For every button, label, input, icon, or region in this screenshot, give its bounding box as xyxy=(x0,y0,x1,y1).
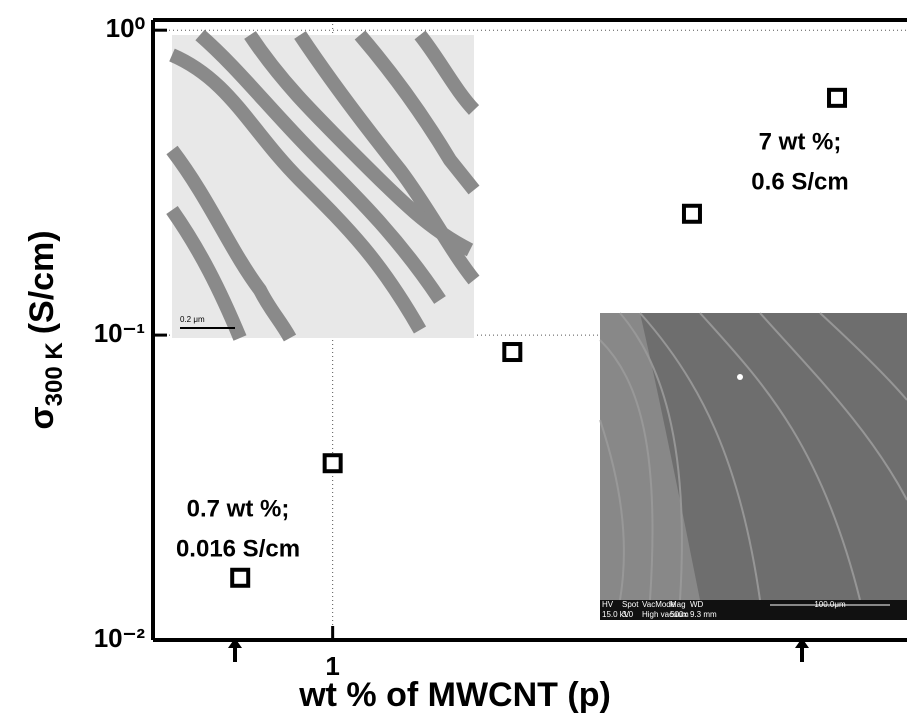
y-axis-label-unit: (S/cm) xyxy=(23,230,61,334)
x-tick-label: 1 xyxy=(325,651,339,681)
inset-scale-label: 0.2 μm xyxy=(180,315,205,324)
data-point xyxy=(827,87,848,108)
y-tick-label: 10⁻¹ xyxy=(94,318,145,348)
tem-inset: 0.2 μm xyxy=(166,29,480,342)
data-point xyxy=(322,453,343,474)
x-axis-label: wt % of MWCNT (p) xyxy=(298,676,611,714)
arrow xyxy=(228,638,242,662)
annotation: 7 wt %; xyxy=(759,128,842,155)
data-point xyxy=(681,203,702,224)
arrow xyxy=(795,638,809,662)
annotation: 0.6 S/cm xyxy=(751,168,848,195)
inset-info: 15.0 kV xyxy=(602,610,630,619)
inset-info: VacMode xyxy=(642,600,676,609)
inset-info: High vacuum xyxy=(642,610,689,619)
data-point xyxy=(230,567,251,588)
sem-inset xyxy=(599,312,907,620)
inset-info: 9.3 mm xyxy=(690,610,717,619)
annotation: 0.7 wt %; xyxy=(187,495,290,522)
y-axis-label-subscript: 300 K xyxy=(41,342,68,407)
inset-info: Spot xyxy=(622,600,639,609)
y-tick-label: 10⁻² xyxy=(94,623,146,653)
y-axis-label: σ300 K (S/cm) xyxy=(23,230,68,429)
inset-info: HV xyxy=(602,600,614,609)
data-point xyxy=(502,342,523,363)
inset-info: WD xyxy=(690,600,704,609)
y-tick-label: 10⁰ xyxy=(106,13,145,43)
inset-info: Mag xyxy=(670,600,686,609)
inset-info: 3.0 xyxy=(622,610,634,619)
annotation: 0.016 S/cm xyxy=(176,535,300,562)
inset-info: 500x xyxy=(670,610,687,619)
y-axis-label-symbol: σ xyxy=(23,406,61,429)
inset-scale-label: 100.0μm xyxy=(814,600,846,609)
